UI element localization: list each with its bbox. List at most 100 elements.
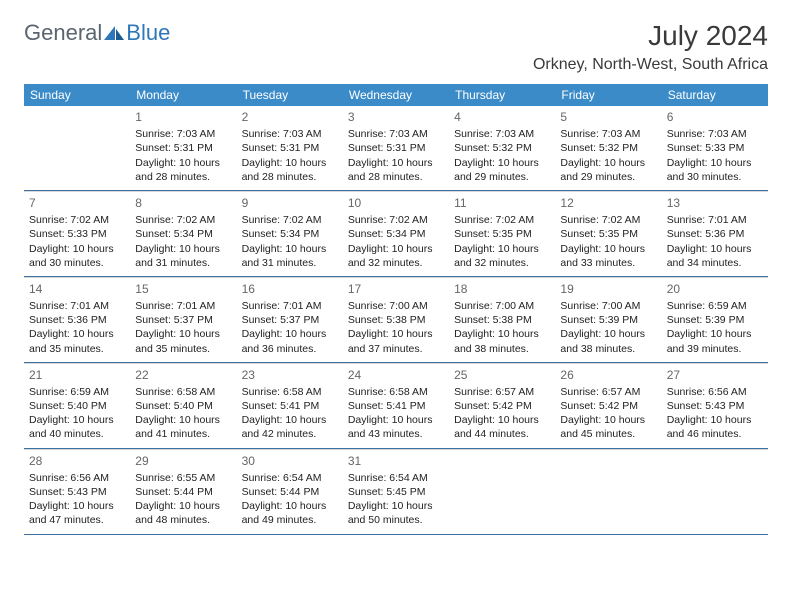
weekday-header: Wednesday: [343, 84, 449, 106]
sunset-text: Sunset: 5:45 PM: [348, 485, 444, 499]
location-text: Orkney, North-West, South Africa: [24, 56, 768, 74]
day-number: 14: [29, 281, 125, 297]
daylight2-text: and 49 minutes.: [242, 513, 338, 527]
sunset-text: Sunset: 5:36 PM: [667, 227, 763, 241]
daylight1-text: Daylight: 10 hours: [29, 327, 125, 341]
calendar-grid: Sunday Monday Tuesday Wednesday Thursday…: [24, 84, 768, 535]
daylight1-text: Daylight: 10 hours: [242, 156, 338, 170]
sunrise-text: Sunrise: 7:03 AM: [348, 127, 444, 141]
daylight1-text: Daylight: 10 hours: [560, 413, 656, 427]
day-number: 1: [135, 109, 231, 125]
day-cell: 12 Sunrise: 7:02 AMSunset: 5:35 PMDayligh…: [555, 191, 661, 276]
sunrise-text: Sunrise: 6:56 AM: [667, 385, 763, 399]
calendar-page: General Blue July 2024 Orkney, North-Wes…: [0, 0, 792, 555]
day-cell: 25Sunrise: 6:57 AMSunset: 5:42 PMDayligh…: [449, 363, 555, 448]
daylight1-text: Daylight: 10 hours: [135, 499, 231, 513]
sunrise-text: Sunrise: 7:03 AM: [135, 127, 231, 141]
sunrise-text: Sunrise: 6:58 AM: [348, 385, 444, 399]
day-number: 4: [454, 109, 550, 125]
day-number: 15: [135, 281, 231, 297]
day-number: 16: [242, 281, 338, 297]
daylight1-text: Daylight: 10 hours: [667, 156, 763, 170]
sunset-text: Sunset: 5:38 PM: [454, 313, 550, 327]
sunset-text: Sunset: 5:40 PM: [29, 399, 125, 413]
daylight1-text: Daylight: 10 hours: [135, 413, 231, 427]
daylight1-text: Daylight: 10 hours: [29, 499, 125, 513]
daylight1-text: Daylight: 10 hours: [242, 499, 338, 513]
day-number: 12: [560, 195, 656, 211]
day-cell: [24, 106, 130, 190]
day-number: 23: [242, 367, 338, 383]
daylight2-text: and 47 minutes.: [29, 513, 125, 527]
sunset-text: Sunset: 5:43 PM: [667, 399, 763, 413]
daylight1-text: Daylight: 10 hours: [348, 327, 444, 341]
sunset-text: Sunset: 5:34 PM: [348, 227, 444, 241]
sunrise-text: Sunrise: 7:03 AM: [667, 127, 763, 141]
daylight1-text: Daylight: 10 hours: [454, 156, 550, 170]
sunset-text: Sunset: 5:41 PM: [242, 399, 338, 413]
sunrise-text: Sunrise: 7:02 AM: [242, 213, 338, 227]
day-number: 19: [560, 281, 656, 297]
sunrise-text: Sunrise: 7:02 AM: [29, 213, 125, 227]
daylight1-text: Daylight: 10 hours: [135, 242, 231, 256]
logo-sail-icon: [104, 26, 124, 40]
sunset-text: Sunset: 5:31 PM: [242, 141, 338, 155]
day-cell: 24Sunrise: 6:58 AMSunset: 5:41 PMDayligh…: [343, 363, 449, 448]
day-number: 8: [135, 195, 231, 211]
day-cell: 13Sunrise: 7:01 AMSunset: 5:36 PMDayligh…: [662, 191, 768, 276]
sunrise-text: Sunrise: 7:03 AM: [242, 127, 338, 141]
logo-text-general: General: [24, 20, 102, 46]
daylight1-text: Daylight: 10 hours: [135, 156, 231, 170]
weekday-header: Tuesday: [237, 84, 343, 106]
sunset-text: Sunset: 5:35 PM: [560, 227, 656, 241]
sunrise-text: Sunrise: 7:02 AM: [560, 213, 656, 227]
daylight2-text: and 32 minutes.: [348, 256, 444, 270]
day-cell: 9Sunrise: 7:02 AMSunset: 5:34 PMDaylight…: [237, 191, 343, 276]
daylight1-text: Daylight: 10 hours: [348, 499, 444, 513]
sunrise-text: Sunrise: 6:56 AM: [29, 471, 125, 485]
sunset-text: Sunset: 5:35 PM: [454, 227, 550, 241]
day-cell: 23Sunrise: 6:58 AMSunset: 5:41 PMDayligh…: [237, 363, 343, 448]
daylight1-text: Daylight: 10 hours: [135, 327, 231, 341]
daylight1-text: Daylight: 10 hours: [29, 413, 125, 427]
daylight1-text: Daylight: 10 hours: [242, 242, 338, 256]
daylight1-text: Daylight: 10 hours: [560, 156, 656, 170]
sunrise-text: Sunrise: 7:01 AM: [667, 213, 763, 227]
day-cell: 29Sunrise: 6:55 AMSunset: 5:44 PMDayligh…: [130, 449, 236, 534]
day-number: 2: [242, 109, 338, 125]
sunset-text: Sunset: 5:32 PM: [560, 141, 656, 155]
weekday-header: Friday: [555, 84, 661, 106]
sunrise-text: Sunrise: 6:59 AM: [667, 299, 763, 313]
daylight2-text: and 45 minutes.: [560, 427, 656, 441]
day-cell: 7Sunrise: 7:02 AMSunset: 5:33 PMDaylight…: [24, 191, 130, 276]
daylight1-text: Daylight: 10 hours: [667, 413, 763, 427]
week-row: 7Sunrise: 7:02 AMSunset: 5:33 PMDaylight…: [24, 191, 768, 277]
daylight1-text: Daylight: 10 hours: [560, 242, 656, 256]
daylight2-text: and 38 minutes.: [454, 342, 550, 356]
sunset-text: Sunset: 5:33 PM: [667, 141, 763, 155]
day-cell: 17Sunrise: 7:00 AMSunset: 5:38 PMDayligh…: [343, 277, 449, 362]
daylight2-text: and 34 minutes.: [667, 256, 763, 270]
day-cell: 8Sunrise: 7:02 AMSunset: 5:34 PMDaylight…: [130, 191, 236, 276]
sunrise-text: Sunrise: 7:00 AM: [560, 299, 656, 313]
sunset-text: Sunset: 5:42 PM: [454, 399, 550, 413]
sunrise-text: Sunrise: 7:03 AM: [454, 127, 550, 141]
day-cell: 21Sunrise: 6:59 AMSunset: 5:40 PMDayligh…: [24, 363, 130, 448]
day-number: 10: [348, 195, 444, 211]
page-title: July 2024: [648, 20, 768, 52]
daylight2-text: and 30 minutes.: [29, 256, 125, 270]
sunrise-text: Sunrise: 7:02 AM: [454, 213, 550, 227]
week-row: 1Sunrise: 7:03 AMSunset: 5:31 PMDaylight…: [24, 106, 768, 191]
day-cell: 2 Sunrise: 7:03 AMSunset: 5:31 PMDaylight…: [237, 106, 343, 190]
sunrise-text: Sunrise: 7:00 AM: [454, 299, 550, 313]
day-number: 29: [135, 453, 231, 469]
daylight1-text: Daylight: 10 hours: [242, 327, 338, 341]
daylight2-text: and 33 minutes.: [560, 256, 656, 270]
sunrise-text: Sunrise: 7:02 AM: [348, 213, 444, 227]
daylight1-text: Daylight: 10 hours: [242, 413, 338, 427]
day-number: 17: [348, 281, 444, 297]
sunset-text: Sunset: 5:31 PM: [348, 141, 444, 155]
daylight2-text: and 31 minutes.: [135, 256, 231, 270]
day-number: 25: [454, 367, 550, 383]
day-cell: 3Sunrise: 7:03 AMSunset: 5:31 PMDaylight…: [343, 106, 449, 190]
